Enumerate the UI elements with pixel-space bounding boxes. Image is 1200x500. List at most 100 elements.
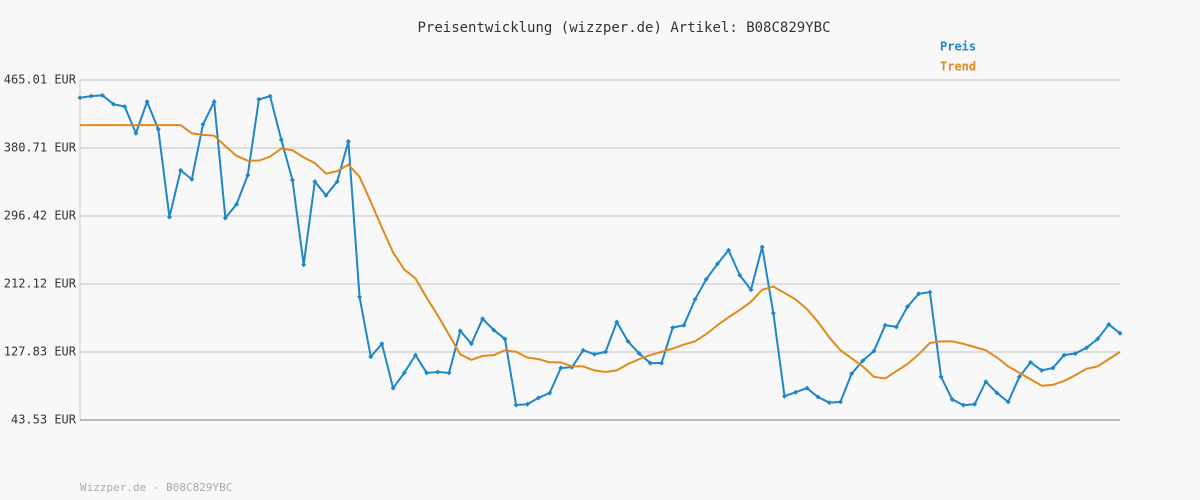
point-marker (535, 395, 541, 401)
point-marker (1072, 350, 1078, 356)
point-marker (491, 327, 497, 333)
point-marker (860, 358, 866, 364)
point-marker (927, 289, 933, 295)
point-marker (368, 354, 374, 360)
point-marker (111, 101, 117, 107)
point-marker (379, 341, 385, 347)
point-marker (636, 350, 642, 356)
point-marker (949, 396, 955, 402)
point-marker (133, 130, 139, 136)
point-marker (793, 389, 799, 395)
point-marker (614, 319, 620, 325)
point-marker (144, 99, 150, 105)
point-marker (1016, 374, 1022, 380)
series-line (79, 94, 1121, 407)
legend-entry: Trend (940, 60, 976, 74)
y-tick-label: 380.71 EUR (4, 141, 77, 155)
point-marker (1095, 336, 1101, 342)
y-tick-label: 212.12 EUR (4, 277, 77, 291)
series-line (80, 124, 1121, 387)
point-marker (289, 177, 295, 183)
point-marker (312, 179, 318, 185)
point-marker (278, 137, 284, 143)
point-marker (446, 370, 452, 376)
y-tick-label: 127.83 EUR (4, 344, 77, 358)
point-marker (513, 402, 519, 408)
point-marker (524, 401, 530, 407)
point-marker (401, 370, 407, 376)
point-marker (558, 365, 564, 371)
point-marker (166, 214, 172, 220)
point-marker (1050, 365, 1056, 371)
point-marker (994, 390, 1000, 396)
point-marker (893, 324, 899, 330)
point-marker (681, 322, 687, 328)
point-marker (222, 215, 228, 221)
point-marker (122, 104, 128, 110)
point-marker (1083, 345, 1089, 351)
point-marker (155, 126, 161, 132)
point-marker (323, 192, 329, 198)
point-marker (256, 96, 262, 102)
point-marker (99, 92, 105, 98)
y-tick-label: 296.42 EUR (4, 208, 77, 222)
point-marker (412, 352, 418, 358)
point-marker (871, 348, 877, 354)
point-marker (1028, 359, 1034, 365)
point-marker (301, 262, 307, 268)
point-marker (457, 328, 463, 334)
point-marker (234, 201, 240, 207)
point-marker (245, 172, 251, 178)
point-marker (77, 95, 83, 101)
point-marker (88, 93, 94, 99)
point-marker (591, 351, 597, 357)
point-marker (1005, 399, 1011, 405)
point-marker (178, 167, 184, 173)
y-tick-label: 465.01 EUR (4, 73, 77, 87)
point-marker (390, 385, 396, 391)
point-marker (603, 349, 609, 355)
point-marker (267, 93, 273, 99)
point-marker (189, 176, 195, 182)
point-marker (737, 272, 743, 278)
point-marker (960, 402, 966, 408)
point-marker (200, 121, 206, 127)
point-marker (726, 247, 732, 253)
point-marker (1117, 330, 1123, 336)
point-marker (837, 399, 843, 405)
point-marker (782, 393, 788, 399)
point-marker (424, 370, 430, 376)
point-marker (815, 394, 821, 400)
point-marker (972, 401, 978, 407)
chart-title: Preisentwicklung (wizzper.de) Artikel: B… (417, 20, 830, 36)
point-marker (670, 325, 676, 331)
point-marker (826, 400, 832, 406)
point-marker (357, 294, 363, 300)
footer: Wizzper.de - B08C829YBC (80, 481, 232, 494)
point-marker (882, 322, 888, 328)
point-marker (849, 371, 855, 377)
point-marker (659, 360, 665, 366)
point-marker (714, 261, 720, 267)
point-marker (647, 360, 653, 366)
point-marker (692, 296, 698, 302)
point-marker (1039, 367, 1045, 373)
point-marker (770, 310, 776, 316)
point-marker (625, 338, 631, 344)
point-marker (804, 385, 810, 391)
point-marker (905, 304, 911, 310)
point-marker (703, 276, 709, 282)
point-marker (468, 341, 474, 347)
point-marker (938, 374, 944, 380)
point-marker (1061, 352, 1067, 358)
point-marker (435, 369, 441, 375)
point-marker (334, 179, 340, 185)
point-marker (916, 291, 922, 297)
point-marker (345, 138, 351, 144)
point-marker (502, 336, 508, 342)
point-marker (211, 99, 217, 105)
point-marker (580, 347, 586, 353)
y-tick-label: 43.53 EUR (11, 413, 77, 427)
legend-entry: Preis (940, 40, 976, 54)
